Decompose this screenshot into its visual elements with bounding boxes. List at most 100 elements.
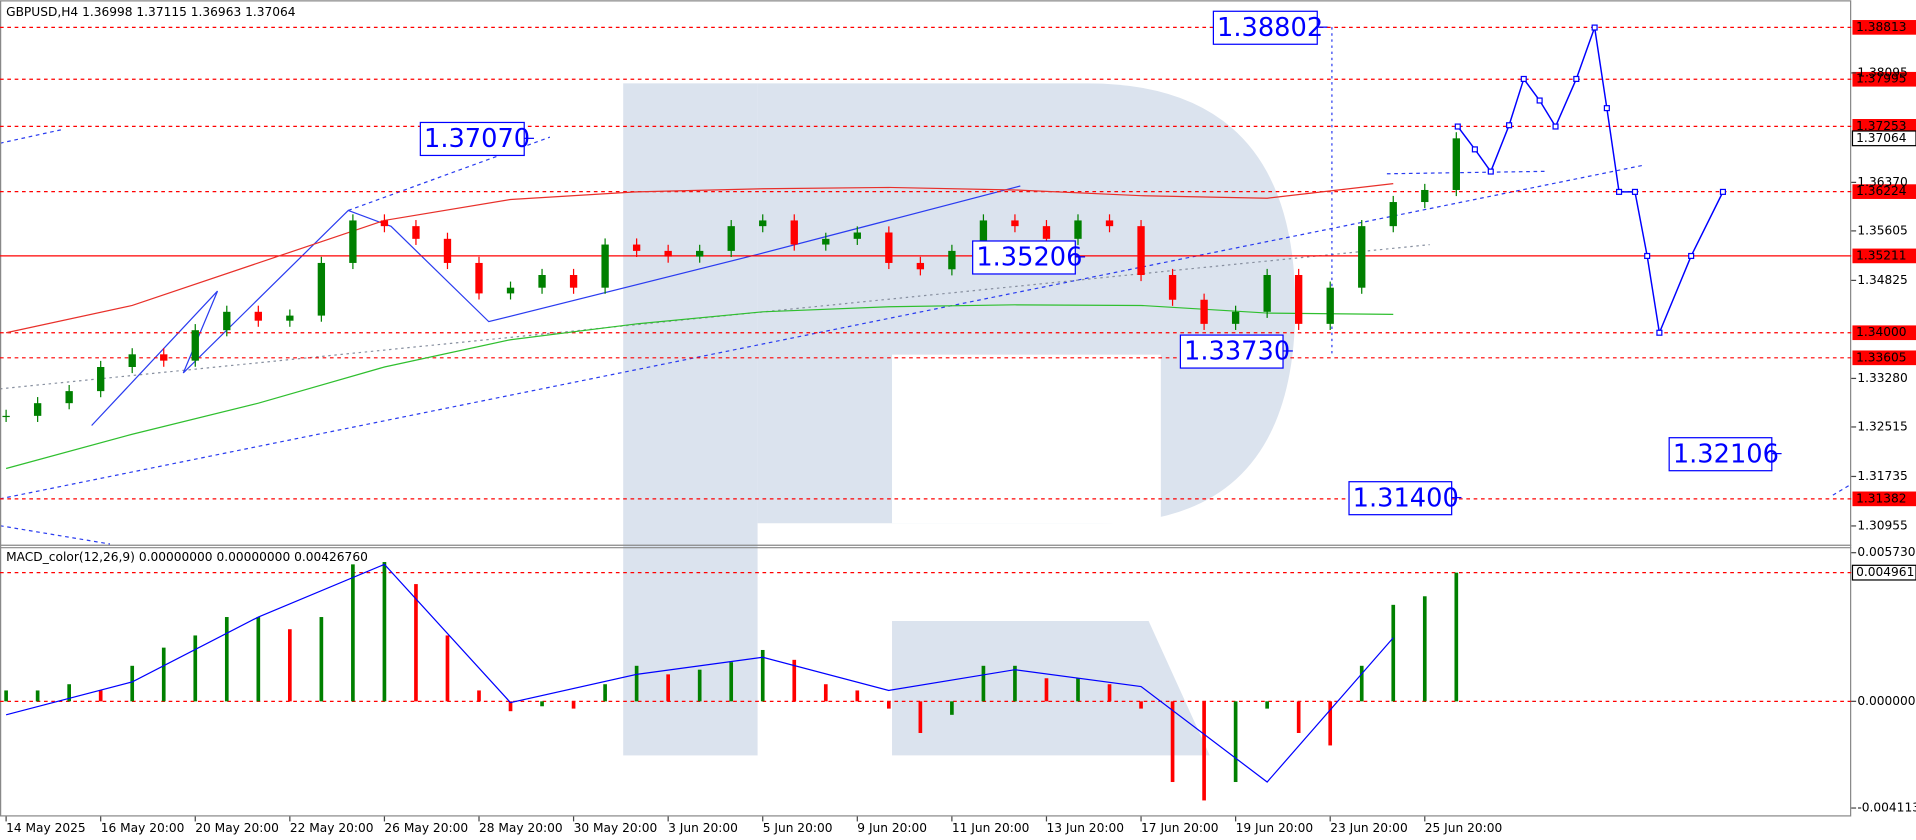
forecast-point xyxy=(1719,188,1726,195)
macd-bar xyxy=(729,662,734,702)
macd-bar xyxy=(256,617,261,702)
macd-bar xyxy=(414,584,418,702)
x-tick-label: 22 May 20:00 xyxy=(290,821,374,835)
macd-bar xyxy=(1013,665,1017,702)
y-tick-label: 1.31735 xyxy=(1857,469,1907,483)
candle xyxy=(601,244,609,288)
candle xyxy=(790,220,798,245)
y-tick-label: 1.38095 xyxy=(1857,65,1907,79)
macd-bar xyxy=(1454,572,1459,702)
level-label-box xyxy=(1852,20,1916,35)
macd-bar xyxy=(697,669,702,702)
forecast-point xyxy=(1454,123,1461,130)
x-tick-label: 11 Jun 20:00 xyxy=(952,821,1030,835)
candle xyxy=(664,250,672,257)
candle xyxy=(286,315,294,321)
x-tick-label: 28 May 20:00 xyxy=(479,821,563,835)
y-tick-label: -0.004113 xyxy=(1857,801,1916,815)
macd-bar xyxy=(760,649,765,702)
channel-line xyxy=(0,244,1430,390)
candle xyxy=(538,275,546,288)
annotation: 1.37070 xyxy=(424,124,530,154)
macd-bar xyxy=(508,701,513,712)
candle xyxy=(885,232,893,263)
x-tick-label: 14 May 2025 xyxy=(6,821,86,835)
candle xyxy=(33,403,42,416)
annotation-box xyxy=(1179,334,1284,369)
macd-bar xyxy=(981,665,986,702)
y-tick-label: 0.000000 xyxy=(1857,694,1915,708)
candle xyxy=(1168,275,1177,300)
macd-bar xyxy=(603,684,607,702)
watermark-stem xyxy=(623,83,758,756)
candle xyxy=(569,275,578,288)
forecast-point xyxy=(1552,123,1559,130)
candle xyxy=(1358,226,1366,288)
candle xyxy=(1389,202,1397,227)
level-label: 1.37253 xyxy=(1856,119,1906,133)
x-tick-label: 13 Jun 20:00 xyxy=(1046,821,1124,835)
candle xyxy=(1137,226,1145,276)
y-tick-label: 1.36370 xyxy=(1857,175,1907,189)
channel-line xyxy=(0,129,62,144)
level-label: 1.31382 xyxy=(1856,491,1906,505)
y-tick-label: 0.005730 xyxy=(1857,545,1915,559)
indicator-title: MACD_color(12,26,9) 0.00000000 0.0000000… xyxy=(6,550,368,564)
macd-bar xyxy=(477,690,481,702)
candle xyxy=(916,262,925,270)
candle xyxy=(1326,287,1334,324)
candle xyxy=(506,287,515,294)
forecast-line xyxy=(1457,27,1724,336)
projection-line xyxy=(1386,170,1546,175)
forecast-point xyxy=(1616,188,1623,195)
candle xyxy=(853,232,861,239)
x-tick-label: 16 May 20:00 xyxy=(101,821,185,835)
candle xyxy=(349,220,357,263)
level-label: 1.34000 xyxy=(1856,325,1906,339)
plot-frame xyxy=(0,0,1852,817)
macd-bar xyxy=(918,701,923,733)
macd-bar xyxy=(445,635,450,702)
macd-bar xyxy=(224,617,229,702)
level-label: 1.37995 xyxy=(1856,72,1906,86)
level-label-box xyxy=(1852,350,1916,366)
macd-bar xyxy=(950,701,954,715)
y-tick-label: 1.33280 xyxy=(1857,371,1907,385)
macd-bar xyxy=(1107,684,1112,702)
candle xyxy=(1263,275,1271,312)
candle xyxy=(1042,226,1051,239)
annotation: 1.32106 xyxy=(1673,439,1779,469)
annotation-box xyxy=(1212,10,1318,45)
annotation: 1.35206 xyxy=(976,243,1082,273)
y-tick-label: 1.32515 xyxy=(1857,419,1907,433)
macd-bar xyxy=(35,690,40,702)
channel-line xyxy=(1832,483,1852,496)
annotation-box xyxy=(972,240,1076,275)
forecast-point xyxy=(1471,146,1478,153)
forecast-point xyxy=(1688,252,1695,260)
x-tick-label: 23 Jun 20:00 xyxy=(1330,821,1408,835)
candle xyxy=(317,262,326,316)
macd-bar xyxy=(1139,701,1143,709)
candle xyxy=(1200,299,1208,324)
macd-bar xyxy=(288,629,292,702)
x-tick-label: 25 Jun 20:00 xyxy=(1425,821,1503,835)
candle xyxy=(822,238,830,245)
x-tick-label: 26 May 20:00 xyxy=(384,821,468,835)
channel-line xyxy=(0,164,1644,500)
candle xyxy=(412,226,420,239)
macd-bar xyxy=(887,701,891,709)
candle xyxy=(1421,189,1429,203)
x-tick-label: 3 Jun 20:00 xyxy=(668,821,738,835)
level-label-box xyxy=(1851,564,1916,581)
candle xyxy=(128,354,136,368)
macd-bar xyxy=(1391,604,1396,702)
macd-bar xyxy=(1422,596,1427,702)
x-tick-label: 5 Jun 20:00 xyxy=(763,821,833,835)
candle xyxy=(727,226,735,251)
macd-bar xyxy=(1359,665,1364,702)
candle xyxy=(1011,220,1019,227)
macd-bar xyxy=(4,690,8,702)
y-tick-label: 1.30955 xyxy=(1857,518,1907,532)
